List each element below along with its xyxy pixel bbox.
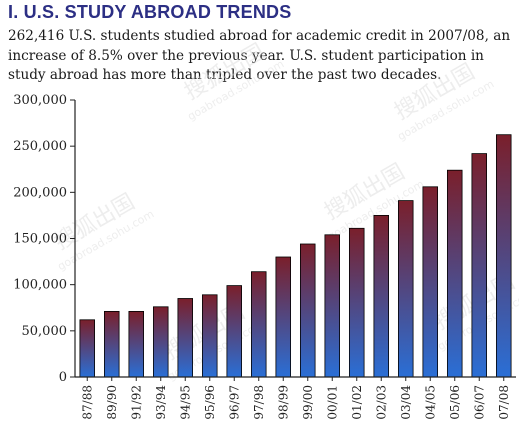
bar-97-98 [250,271,267,378]
x-tick-label: 96/97 [227,385,241,420]
bar-06-07 [471,153,487,378]
x-tick-label: 89/90 [105,385,119,420]
axis-layer: 0 50,000 100,000 150,000 200,000 250,000 300,0… [13,93,516,420]
y-tick-label: 150,000 [13,232,67,247]
y-tick-label: 50,000 [22,324,68,339]
bar-91-92 [128,310,144,378]
x-tick-label: 06/07 [472,385,486,420]
x-tick-label: 95/96 [203,385,217,420]
bar-89-90 [104,310,120,378]
bar-02-03 [373,214,389,378]
x-tick-label: 00/01 [325,385,339,420]
bar-03-04 [397,200,414,378]
x-tick-label: 02/03 [374,385,388,420]
bar-95-96 [201,294,218,378]
y-tick-label: 0 [59,370,67,385]
y-tick-label: 300,000 [13,93,67,108]
bar-93-94 [152,306,169,378]
bars-layer [79,134,512,378]
bar-96-97 [226,285,242,378]
bar-05-06 [446,169,463,378]
x-tick-label: 04/05 [423,385,437,420]
x-tick-label: 87/88 [80,385,94,420]
bar-98-99 [275,256,291,378]
bar-01-02 [348,227,365,378]
bar-94-95 [177,298,193,378]
y-tick-label: 100,000 [13,278,67,293]
x-tick-label: 01/02 [350,385,364,420]
bar-87-88 [79,319,96,378]
intro-paragraph: 262,416 U.S. students studied abroad for… [8,28,511,83]
bar-07-08 [495,134,512,378]
x-tick-label: 05/06 [448,385,462,420]
x-tick-label: 97/98 [252,385,266,420]
bar-00-01 [324,234,340,378]
bar-99-00 [299,243,316,378]
page-title: I. U.S. STUDY ABROAD TRENDS [8,2,292,22]
x-tick-label: 03/04 [399,385,413,420]
y-tick-label: 250,000 [13,139,67,154]
x-tick-label: 07/08 [497,385,511,420]
bar-04-05 [422,186,438,378]
x-tick-label: 93/94 [154,385,168,420]
y-tick-label: 200,000 [13,185,67,200]
x-tick-label: 98/99 [276,385,290,420]
x-tick-label: 94/95 [178,385,192,420]
x-tick-label: 99/00 [301,385,315,420]
x-tick-label: 91/92 [129,385,143,420]
